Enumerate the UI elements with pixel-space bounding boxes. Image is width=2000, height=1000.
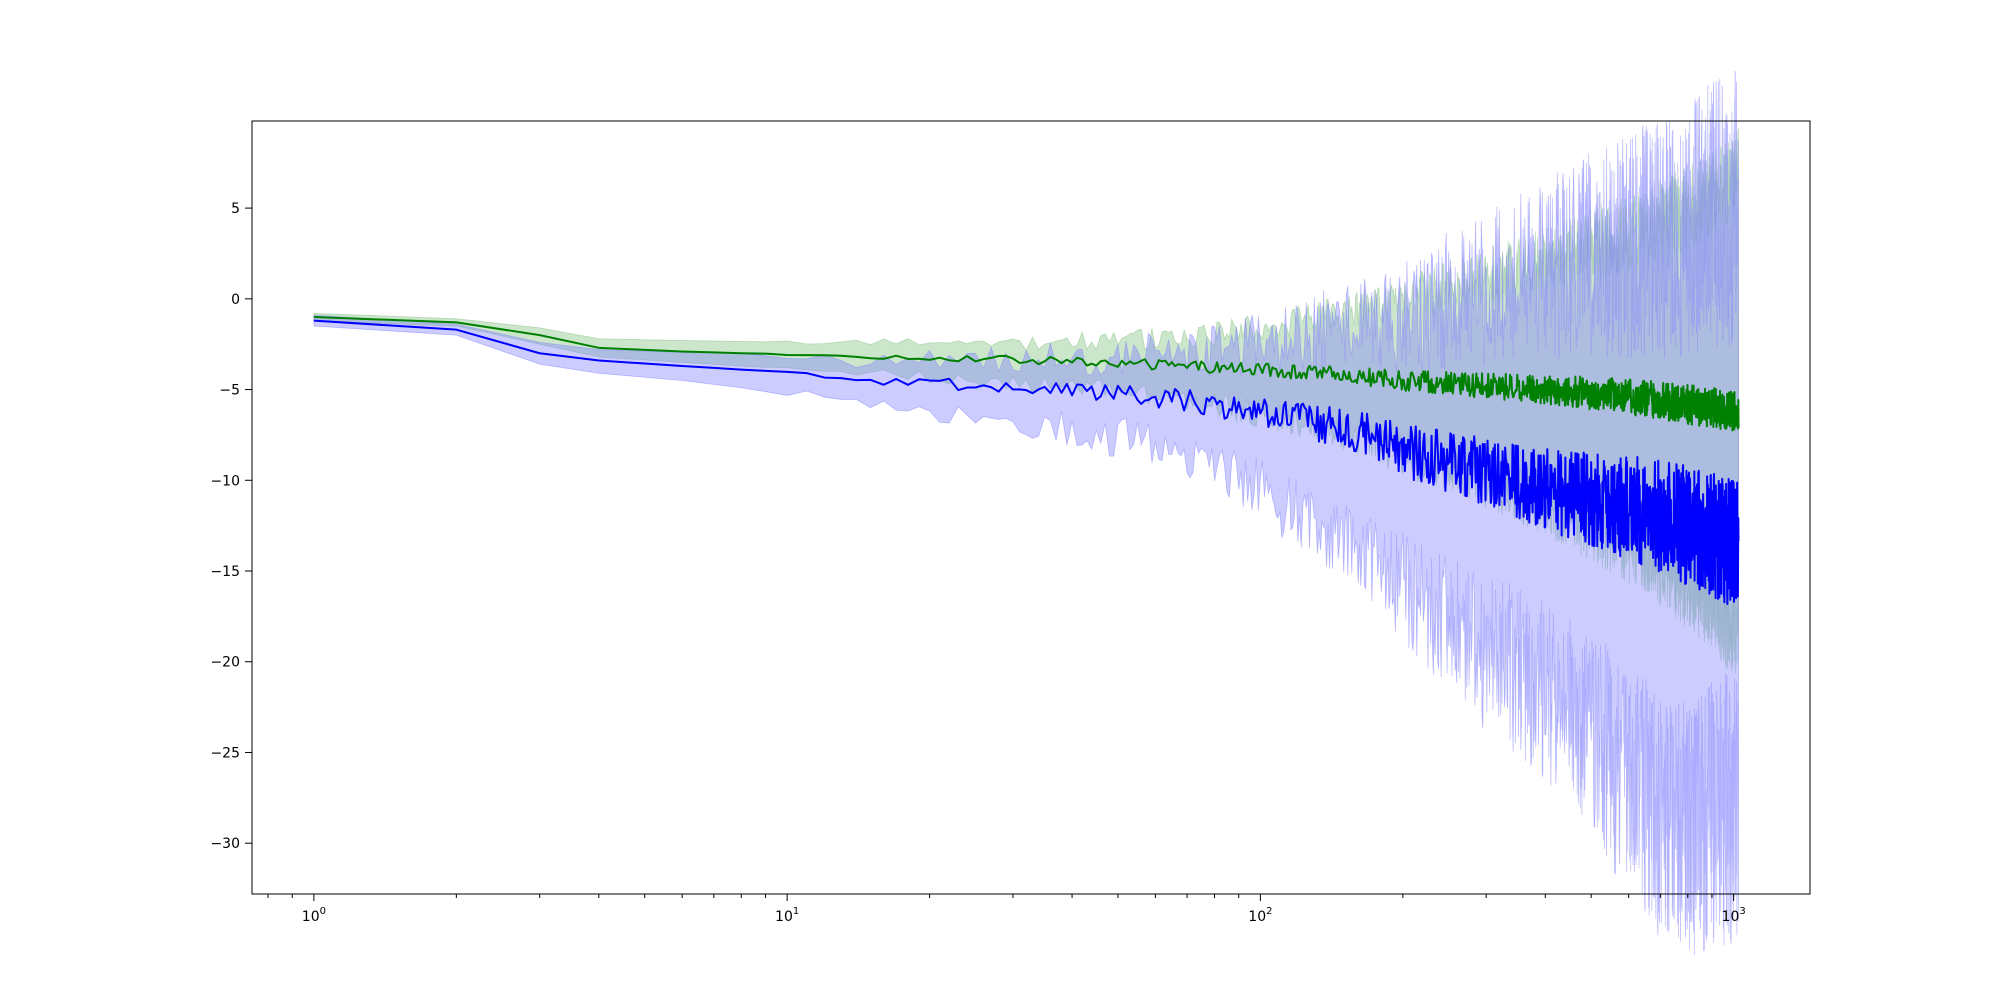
- x-tick-label: 103: [1722, 906, 1746, 925]
- y-tick-label: −15: [210, 564, 240, 580]
- series-2-line: [313, 319, 1740, 605]
- x-tick-label: 101: [775, 906, 799, 925]
- y-tick-label: −5: [219, 383, 240, 399]
- y-tick-label: 0: [231, 292, 240, 308]
- plot-area: [313, 71, 1740, 956]
- y-tick-label: −20: [210, 655, 240, 671]
- x-tick-label: 100: [302, 906, 326, 925]
- y-tick-label: −10: [210, 473, 240, 489]
- axes-frame: [251, 120, 1811, 895]
- x-tick-label: 102: [1248, 906, 1272, 925]
- y-tick-label: −30: [210, 836, 240, 852]
- x-axis: 100 101 102 103: [267, 894, 1746, 925]
- series-2-band: [313, 71, 1739, 956]
- y-tick-label: −25: [210, 745, 240, 761]
- y-tick-label: 5: [231, 201, 240, 217]
- series-1-line: [313, 315, 1740, 432]
- y-axis: 5 0 −5 −10 −15 −20 −25 −30: [210, 201, 252, 852]
- series-lines: [313, 315, 1740, 605]
